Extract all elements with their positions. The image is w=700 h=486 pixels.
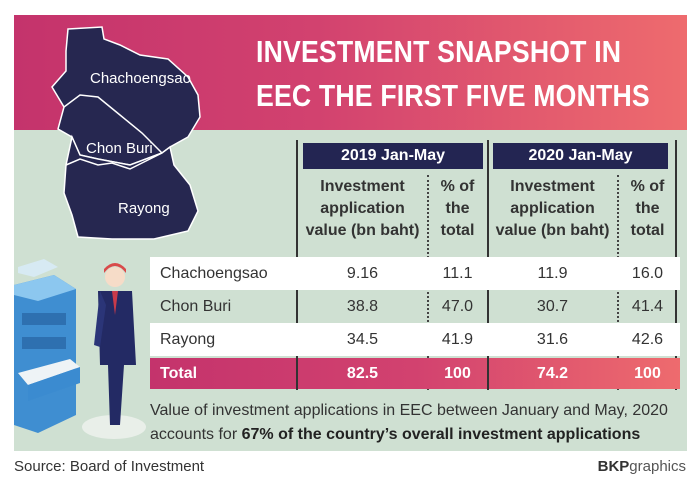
summary-note: Value of investment applications in EEC …	[150, 402, 668, 443]
page-title: INVESTMENT SNAPSHOT IN EEC THE FIRST FIV…	[256, 30, 650, 118]
title-line-1: INVESTMENT SNAPSHOT IN	[256, 34, 622, 69]
map-label-chon-buri: Chon Buri	[86, 140, 153, 157]
period-header-2019: 2019 Jan-May	[303, 143, 483, 169]
column-header-pct-2020: % of the total	[630, 178, 665, 239]
period-header-2020: 2020 Jan-May	[493, 143, 668, 169]
column-header-pct-2019: % of the total	[440, 178, 475, 239]
column-divider	[487, 358, 489, 389]
source-text: Source: Board of Investment	[14, 458, 205, 475]
title-line-2: EEC THE FIRST FIVE MONTHS	[256, 78, 650, 113]
column-divider	[296, 358, 298, 389]
column-header-value-2019: Investment application value (bn baht)	[305, 178, 420, 239]
eec-map-icon	[51, 26, 201, 240]
graphics-credit: BKPgraphics	[597, 458, 686, 475]
map-label-rayong: Rayong	[118, 200, 170, 217]
table-row: Chachoengsao 9.16 11.1 11.9 16.0	[150, 257, 680, 290]
column-header-value-2020: Investment application value (bn baht)	[495, 178, 610, 239]
table-row: Chon Buri 38.8 47.0 30.7 41.4	[160, 298, 664, 315]
businessman-illustration-icon	[14, 259, 146, 439]
map-label-chachoengsao: Chachoengsao	[90, 70, 191, 87]
total-row: Total 82.5 100 74.2 100	[150, 358, 680, 389]
table-row: Rayong 34.5 41.9 31.6 42.6	[150, 323, 680, 356]
